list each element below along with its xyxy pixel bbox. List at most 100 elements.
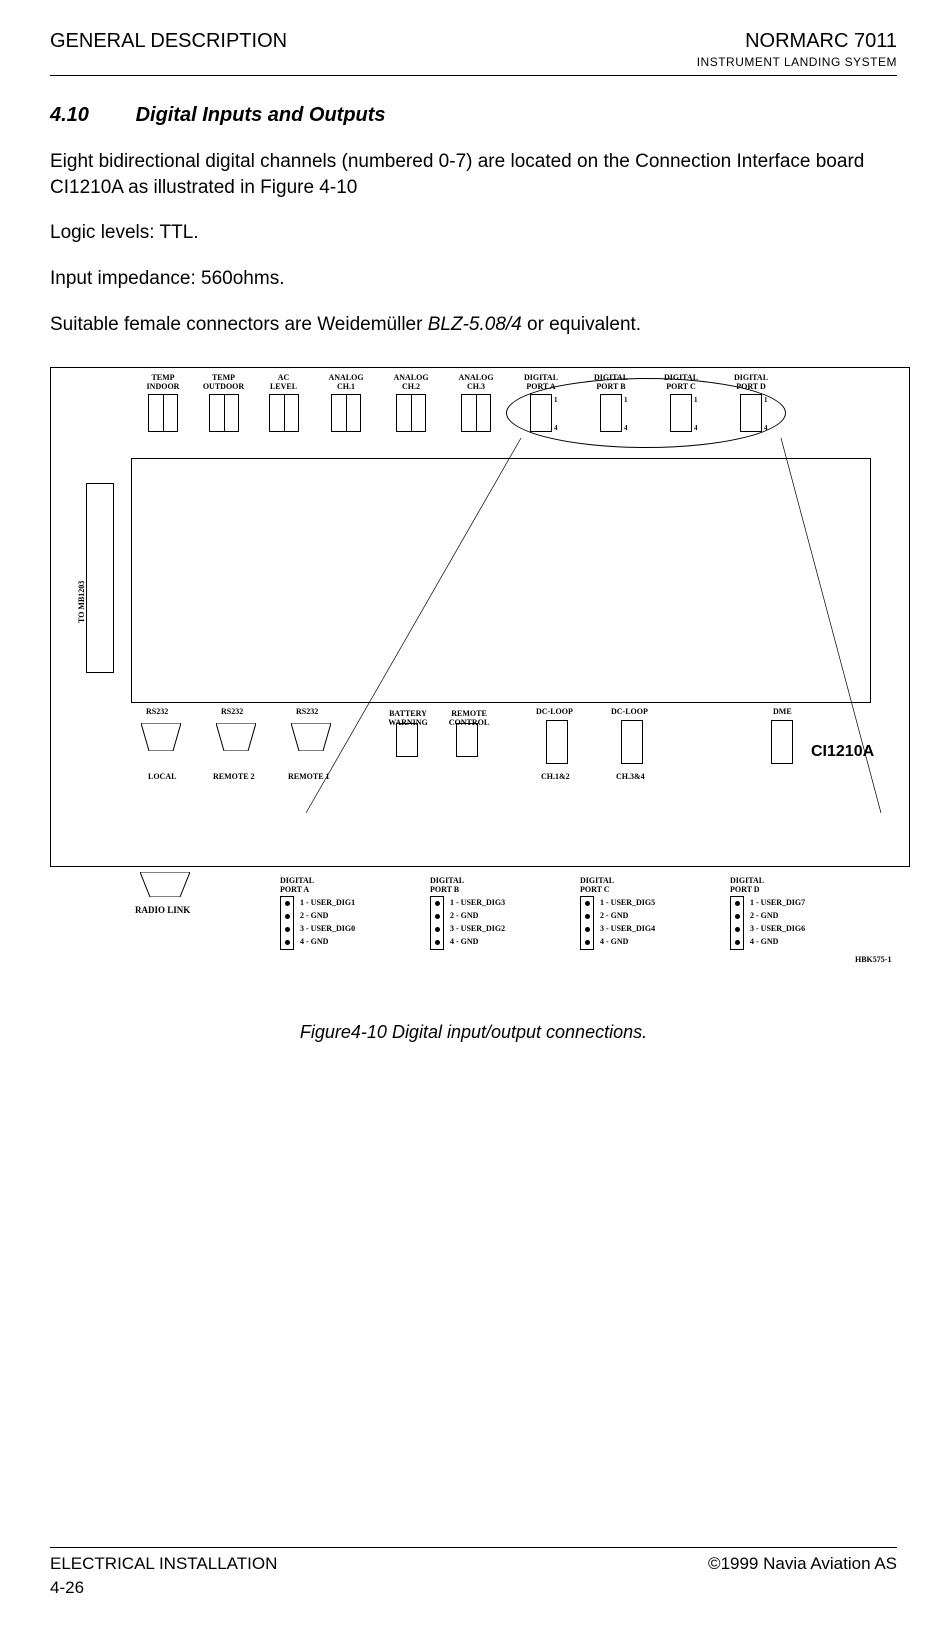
digital-ports-highlight-ellipse	[506, 378, 786, 448]
port-pin-dot	[580, 897, 594, 910]
header-right-title: NORMARC 7011	[697, 30, 897, 53]
remote2-label: REMOTE 2	[213, 773, 255, 781]
dme-label: DME	[773, 708, 792, 716]
ch12-label: CH.1&2	[541, 773, 570, 781]
port-pin-label: 1 - USER_DIG5	[600, 898, 655, 907]
port-pin-dot	[730, 910, 744, 923]
port-pin-dot	[430, 923, 444, 936]
port-pin-label: 4 - GND	[750, 937, 778, 946]
port-pin-dot	[280, 910, 294, 923]
port-pin-label: 4 - GND	[450, 937, 478, 946]
digital-port-pinout: DIGITALPORT C 1 - USER_DIG5 2 - GND 3 - USE…	[580, 877, 730, 950]
top-connector-label: TEMPOUTDOOR	[196, 374, 251, 391]
p4-a: Suitable female connectors are Weidemüll…	[50, 314, 428, 335]
port-title: DIGITALPORT B	[430, 877, 580, 894]
header-left: GENERAL DESCRIPTION	[50, 30, 287, 53]
remote1-connector	[291, 723, 331, 751]
footer-right: ©1999 Navia Aviation AS	[708, 1554, 897, 1574]
port-pin-label: 3 - USER_DIG4	[600, 924, 655, 933]
port-pin-dot	[580, 936, 594, 949]
paragraph-1: Eight bidirectional digital channels (nu…	[50, 149, 897, 200]
port-pin-dot	[730, 923, 744, 936]
top-connector-label: ANALOGCH.2	[386, 374, 436, 391]
battery-warning-connector	[396, 723, 418, 757]
rs232-label-3: RS232	[296, 708, 318, 716]
footer-page: 4-26	[50, 1578, 897, 1598]
port-pin-label: 2 - GND	[300, 911, 328, 920]
digital-port-pinout: DIGITALPORT B 1 - USER_DIG3 2 - GND 3 - USE…	[430, 877, 580, 950]
port-pin-dot	[730, 936, 744, 949]
top-connector-double	[209, 394, 239, 432]
side-connector	[86, 483, 114, 673]
port-pin-column	[280, 896, 294, 950]
dcloop-connector-1	[546, 720, 568, 764]
radio-link-connector	[140, 872, 190, 897]
top-connector-label: TEMPINDOOR	[138, 374, 188, 391]
port-title: DIGITALPORT A	[280, 877, 430, 894]
remote-control-connector	[456, 723, 478, 757]
page-footer: ELECTRICAL INSTALLATION ©1999 Navia Avia…	[50, 1547, 897, 1598]
ci1210a-diagram: TEMPINDOOR TEMPOUTDOOR ACLEVEL ANALOGCH.1 AN…	[50, 367, 910, 867]
port-pin-column	[580, 896, 594, 950]
port-pin-label: 1 - USER_DIG3	[450, 898, 505, 907]
port-pin-label: 1 - USER_DIG7	[750, 898, 805, 907]
battery-warning-label: BATTERYWARNING	[383, 710, 433, 727]
pinout-section: RADIO LINK DIGITALPORT A 1 - USER_DIG1 2 -…	[50, 867, 910, 987]
port-pin-dot	[430, 910, 444, 923]
p4-part-number: BLZ-5.08/4	[428, 314, 522, 335]
port-pin-label: 1 - USER_DIG1	[300, 898, 355, 907]
port-pin-label: 3 - USER_DIG2	[450, 924, 505, 933]
port-pin-label: 2 - GND	[750, 911, 778, 920]
digital-port-pinout: DIGITALPORT A 1 - USER_DIG1 2 - GND 3 - USE…	[280, 877, 430, 950]
port-pin-dot	[580, 923, 594, 936]
dcloop-label-2: DC-LOOP	[611, 708, 648, 716]
port-pin-dot	[430, 936, 444, 949]
section-heading: 4.10 Digital Inputs and Outputs	[50, 104, 897, 127]
port-title: DIGITALPORT D	[730, 877, 880, 894]
remote-control-label: REMOTECONTROL	[444, 710, 494, 727]
port-title: DIGITALPORT C	[580, 877, 730, 894]
dcloop-label-1: DC-LOOP	[536, 708, 573, 716]
port-pin-dot	[730, 897, 744, 910]
top-connector-double	[148, 394, 178, 432]
rs232-label-1: RS232	[146, 708, 168, 716]
top-connector-double	[461, 394, 491, 432]
port-pin-label: 3 - USER_DIG0	[300, 924, 355, 933]
port-pin-label: 3 - USER_DIG6	[750, 924, 805, 933]
port-pin-label: 2 - GND	[450, 911, 478, 920]
top-connector-label: ACLEVEL	[261, 374, 306, 391]
port-pin-dot	[280, 936, 294, 949]
port-pin-label: 4 - GND	[600, 937, 628, 946]
top-connector-double	[331, 394, 361, 432]
local-connector	[141, 723, 181, 751]
radio-link-label: RADIO LINK	[135, 905, 190, 915]
port-pin-column	[430, 896, 444, 950]
paragraph-3: Input impedance: 560ohms.	[50, 266, 897, 292]
port-pin-dot	[280, 897, 294, 910]
remote2-connector	[216, 723, 256, 751]
port-pin-label: 2 - GND	[600, 911, 628, 920]
port-pin-dot	[580, 910, 594, 923]
hbk-id: HBK575-1	[855, 955, 891, 964]
paragraph-4: Suitable female connectors are Weidemüll…	[50, 312, 897, 338]
top-connector-label: ANALOGCH.1	[321, 374, 371, 391]
ch34-label: CH.3&4	[616, 773, 645, 781]
section-number: 4.10	[50, 104, 130, 127]
dme-connector	[771, 720, 793, 764]
top-connector-double	[396, 394, 426, 432]
figure-caption: Figure4-10 Digital input/output connecti…	[50, 1022, 897, 1043]
top-connector-label: ANALOGCH.3	[451, 374, 501, 391]
port-pin-dot	[430, 897, 444, 910]
side-connector-label: TO MB1203	[77, 581, 86, 623]
board-outline	[131, 458, 871, 703]
rs232-label-2: RS232	[221, 708, 243, 716]
footer-left: ELECTRICAL INSTALLATION	[50, 1554, 277, 1574]
header-rule	[50, 75, 897, 76]
top-connector-double	[269, 394, 299, 432]
port-pin-dot	[280, 923, 294, 936]
footer-rule	[50, 1547, 897, 1548]
dcloop-connector-2	[621, 720, 643, 764]
port-pin-label: 4 - GND	[300, 937, 328, 946]
p4-c: or equivalent.	[522, 314, 641, 335]
port-pin-column	[730, 896, 744, 950]
